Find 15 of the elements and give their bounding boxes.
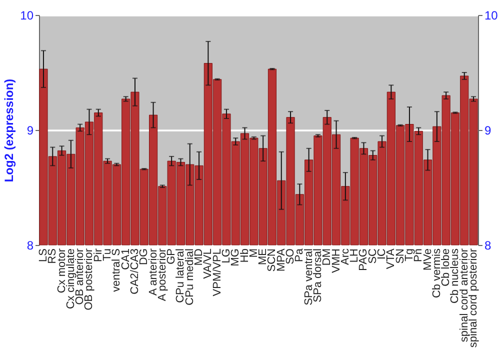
x-tick-label: CPu medial (184, 248, 196, 306)
x-tick-label: Pa (294, 248, 306, 262)
y-tick-label: 9 (26, 124, 34, 138)
x-tick-label: RS (46, 248, 59, 264)
x-tick-label: LG (220, 248, 232, 264)
y2-tick-label: 9 (484, 124, 492, 138)
x-tick-label: SPa dorsal (312, 248, 324, 302)
y-tick-label: 8 (26, 238, 34, 252)
y2-tick-label: 8 (484, 238, 492, 252)
y-axis-title: Log2 (expression) (2, 78, 16, 182)
x-tick-label: spinal cord posterior (468, 248, 480, 348)
x-tick-label: SCN (266, 248, 278, 272)
y2-tick-label: 10 (484, 8, 498, 22)
y-tick-label: 10 (20, 8, 34, 22)
x-tick-label: LS (37, 248, 50, 262)
